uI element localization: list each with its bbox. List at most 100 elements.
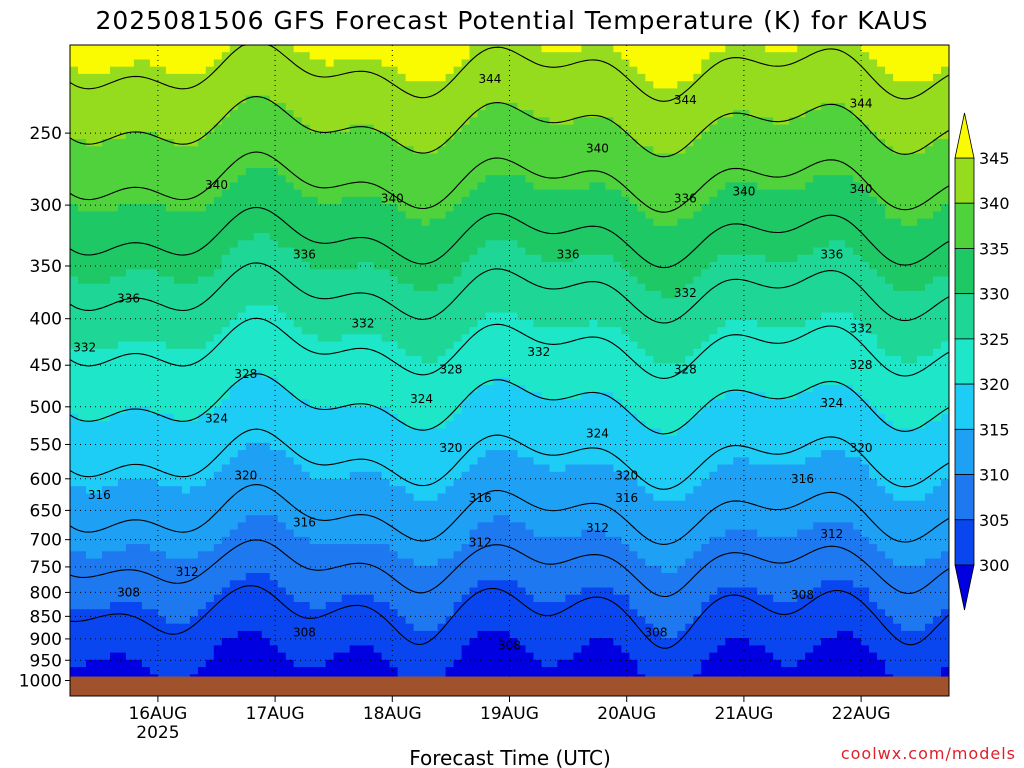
field-cell bbox=[421, 587, 431, 596]
field-cell bbox=[445, 471, 455, 480]
field-cell bbox=[165, 312, 175, 321]
field-cell bbox=[94, 189, 103, 198]
field-cell bbox=[493, 645, 503, 654]
field-cell bbox=[269, 580, 279, 589]
field-cell bbox=[349, 587, 359, 596]
field-cell bbox=[221, 88, 231, 97]
field-cell bbox=[437, 558, 447, 567]
field-cell bbox=[94, 102, 103, 111]
field-cell bbox=[445, 139, 455, 147]
field-cell bbox=[341, 659, 351, 668]
field-cell bbox=[78, 131, 87, 140]
field-cell bbox=[149, 565, 159, 574]
field-cell bbox=[141, 45, 151, 53]
field-cell bbox=[221, 630, 231, 639]
field-cell bbox=[149, 327, 159, 335]
field-cell bbox=[325, 319, 335, 328]
field-cell bbox=[149, 88, 159, 97]
field-cell bbox=[365, 88, 375, 97]
field-cell bbox=[261, 298, 271, 306]
field-cell bbox=[253, 500, 263, 509]
field-cell bbox=[125, 196, 135, 205]
field-cell bbox=[501, 153, 511, 162]
field-cell bbox=[149, 385, 159, 393]
field-cell bbox=[501, 110, 511, 118]
field-cell bbox=[309, 667, 319, 675]
field-cell bbox=[117, 356, 127, 364]
field-cell bbox=[309, 298, 319, 306]
field-cell bbox=[102, 189, 111, 198]
field-cell bbox=[78, 95, 87, 104]
field-cell bbox=[493, 327, 503, 335]
field-cell bbox=[389, 73, 399, 82]
field-cell bbox=[285, 638, 295, 646]
field-cell bbox=[341, 507, 351, 516]
field-cell bbox=[389, 283, 399, 292]
field-cell bbox=[157, 124, 167, 133]
field-cell bbox=[365, 486, 375, 494]
field-cell bbox=[110, 659, 119, 668]
field-cell bbox=[181, 319, 191, 328]
field-cell bbox=[453, 413, 463, 422]
field-cell bbox=[86, 247, 95, 256]
field-cell bbox=[86, 139, 95, 147]
field-cell bbox=[102, 262, 111, 270]
field-cell bbox=[469, 73, 479, 82]
field-cell bbox=[102, 319, 111, 328]
field-cell bbox=[141, 435, 151, 444]
field-cell bbox=[285, 551, 295, 560]
field-cell bbox=[269, 356, 279, 364]
field-cell bbox=[94, 312, 103, 321]
field-cell bbox=[509, 363, 519, 372]
field-cell bbox=[285, 442, 295, 451]
field-cell bbox=[421, 558, 431, 567]
field-cell bbox=[341, 565, 351, 574]
field-cell bbox=[493, 102, 503, 111]
field-cell bbox=[125, 146, 135, 155]
field-cell bbox=[181, 81, 191, 89]
field-cell bbox=[341, 334, 351, 343]
field-cell bbox=[229, 406, 239, 415]
field-cell bbox=[485, 298, 495, 306]
field-cell bbox=[373, 580, 383, 589]
field-cell bbox=[325, 298, 335, 306]
field-cell bbox=[229, 59, 239, 68]
field-cell bbox=[293, 616, 303, 625]
field-cell bbox=[165, 276, 175, 285]
field-cell bbox=[469, 450, 479, 458]
field-cell bbox=[461, 421, 471, 429]
field-cell bbox=[381, 370, 391, 379]
field-cell bbox=[293, 363, 303, 372]
field-cell bbox=[237, 573, 247, 581]
field-cell bbox=[70, 486, 79, 494]
field-cell bbox=[213, 327, 223, 335]
field-cell bbox=[421, 254, 431, 263]
field-cell bbox=[373, 262, 383, 270]
field-cell bbox=[461, 269, 471, 277]
field-cell bbox=[133, 139, 143, 147]
field-cell bbox=[333, 196, 343, 205]
field-cell bbox=[102, 413, 111, 422]
field-cell bbox=[94, 667, 103, 675]
field-cell bbox=[213, 334, 223, 343]
field-cell bbox=[461, 95, 471, 104]
field-cell bbox=[269, 81, 279, 89]
field-cell bbox=[221, 428, 231, 437]
field-cell bbox=[149, 667, 159, 675]
field-cell bbox=[397, 493, 407, 502]
field-cell bbox=[261, 102, 271, 111]
field-cell bbox=[333, 479, 343, 487]
field-cell bbox=[293, 153, 303, 162]
field-cell bbox=[453, 435, 463, 444]
field-cell bbox=[94, 81, 103, 89]
field-cell bbox=[293, 168, 303, 176]
field-cell bbox=[165, 421, 175, 429]
field-cell bbox=[453, 262, 463, 270]
field-cell bbox=[413, 471, 423, 480]
field-cell bbox=[102, 283, 111, 292]
field-cell bbox=[94, 247, 103, 256]
field-cell bbox=[229, 45, 239, 53]
field-cell bbox=[213, 363, 223, 372]
field-cell bbox=[389, 471, 399, 480]
field-cell bbox=[381, 276, 391, 285]
